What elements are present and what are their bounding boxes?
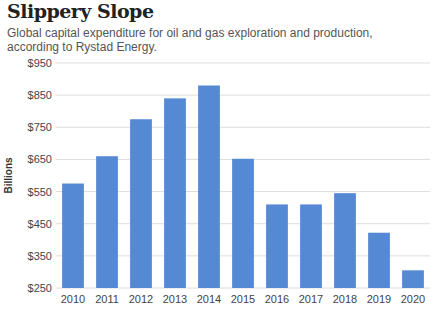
bar [300,204,322,288]
bar [266,204,288,288]
bar [402,270,424,288]
x-tick-label: 2014 [197,293,221,305]
x-tick-label: 2012 [129,293,153,305]
grid-line [56,63,430,64]
y-tick-label: $850 [28,89,52,101]
y-tick-label: $350 [28,250,52,262]
y-tick-label: $650 [28,153,52,165]
y-tick-label: $250 [28,282,52,294]
subtitle: Global capital expenditure for oil and g… [7,26,427,54]
x-tick-label: 2011 [95,293,119,305]
chart: $250 $350 $450 $550 $650 $750 $850 $950 Billions… [0,0,437,312]
y-tick-label: $750 [28,121,52,133]
x-tick-label: 2015 [231,293,255,305]
bar [62,184,84,288]
y-tick-label: $950 [28,57,52,69]
bar [198,86,220,289]
grid-line [56,127,430,128]
x-tick-label: 2017 [299,293,323,305]
x-tick-label: 2013 [163,293,187,305]
y-axis-label: Billions [3,157,14,194]
grid-line [56,95,430,96]
bar [96,156,118,288]
x-tick-label: 2018 [333,293,357,305]
x-tick-label: 2016 [265,293,289,305]
x-tick-label: 2010 [61,293,85,305]
bar [368,233,390,288]
y-tick-label: $550 [28,186,52,198]
bar [334,193,356,288]
bar [232,159,254,288]
x-tick-label: 2019 [367,293,391,305]
title: Slippery Slope [7,0,153,22]
y-tick-label: $450 [28,218,52,230]
bars [62,86,424,289]
bar [130,119,152,288]
x-tick-label: 2020 [401,293,425,305]
bar [164,98,186,288]
